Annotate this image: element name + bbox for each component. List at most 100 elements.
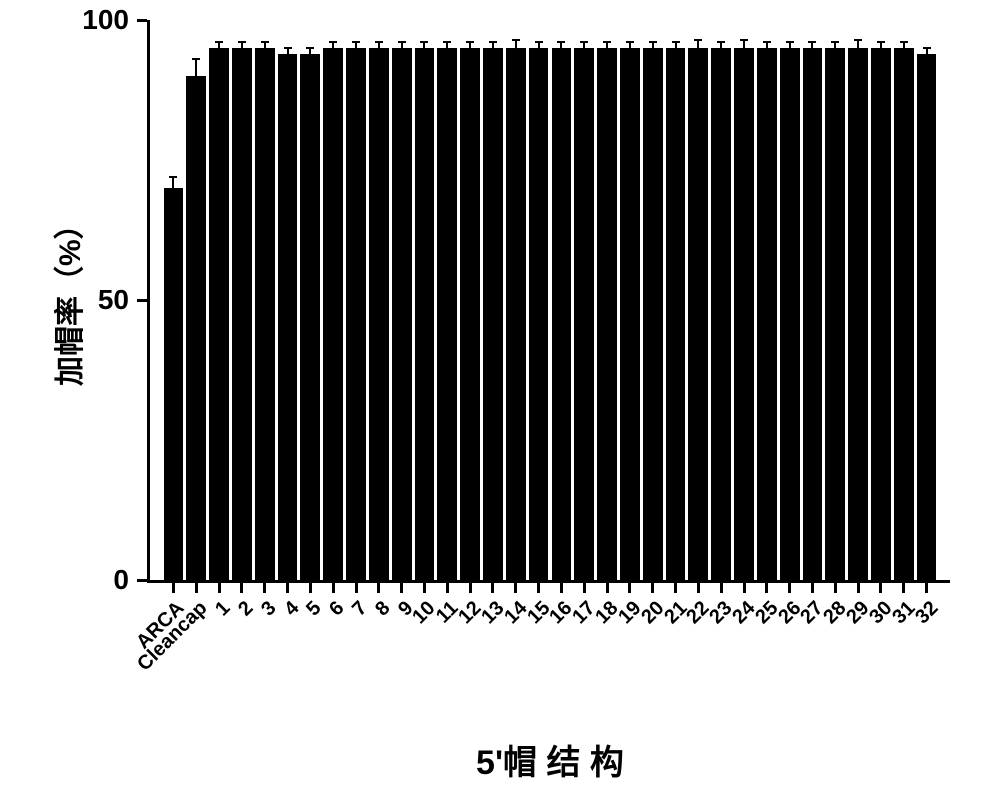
- x-tick: [628, 583, 631, 593]
- y-tick: [137, 19, 147, 22]
- error-bar: [172, 177, 174, 188]
- bar-4: [278, 54, 298, 580]
- error-bar: [743, 40, 745, 48]
- error-cap: [649, 41, 657, 43]
- x-tick: [765, 583, 768, 593]
- x-tick: [286, 583, 289, 593]
- bar-31: [894, 48, 914, 580]
- bar-7: [346, 48, 366, 580]
- error-cap: [192, 58, 200, 60]
- x-tick: [355, 583, 358, 593]
- error-cap: [923, 47, 931, 49]
- error-cap: [580, 41, 588, 43]
- bar-15: [529, 48, 549, 580]
- error-bar: [697, 40, 699, 48]
- x-tick: [811, 583, 814, 593]
- bar-22: [688, 48, 708, 580]
- error-bar: [195, 59, 197, 76]
- bar-25: [757, 48, 777, 580]
- x-tick: [879, 583, 882, 593]
- x-tick: [377, 583, 380, 593]
- error-cap: [466, 41, 474, 43]
- x-tick: [583, 583, 586, 593]
- error-cap: [557, 41, 565, 43]
- error-cap: [672, 41, 680, 43]
- bar-1: [209, 48, 229, 580]
- bar-19: [620, 48, 640, 580]
- y-tick-label: 100: [0, 4, 129, 36]
- error-cap: [786, 41, 794, 43]
- error-cap: [261, 41, 269, 43]
- error-cap: [329, 41, 337, 43]
- x-tick: [491, 583, 494, 593]
- bar-ARCA: [164, 188, 184, 580]
- bar-24: [734, 48, 754, 580]
- x-tick: [788, 583, 791, 593]
- x-tick: [446, 583, 449, 593]
- bar-16: [552, 48, 572, 580]
- x-tick: [172, 583, 175, 593]
- x-tick: [309, 583, 312, 593]
- bar-Cleancap: [186, 76, 206, 580]
- error-cap: [626, 41, 634, 43]
- error-cap: [443, 41, 451, 43]
- error-cap: [603, 41, 611, 43]
- y-axis: [147, 20, 150, 580]
- error-cap: [831, 41, 839, 43]
- x-tick: [925, 583, 928, 593]
- error-cap: [420, 41, 428, 43]
- error-cap: [352, 41, 360, 43]
- error-cap: [512, 39, 520, 41]
- bar-23: [711, 48, 731, 580]
- x-tick: [697, 583, 700, 593]
- bar-12: [460, 48, 480, 580]
- error-cap: [169, 176, 177, 178]
- error-bar: [857, 40, 859, 48]
- x-tick: [332, 583, 335, 593]
- x-tick: [400, 583, 403, 593]
- error-cap: [238, 41, 246, 43]
- error-cap: [763, 41, 771, 43]
- x-tick: [651, 583, 654, 593]
- x-tick: [514, 583, 517, 593]
- bar-32: [917, 54, 937, 580]
- bar-5: [300, 54, 320, 580]
- error-cap: [535, 41, 543, 43]
- bar-20: [643, 48, 663, 580]
- bar-26: [780, 48, 800, 580]
- bar-13: [483, 48, 503, 580]
- x-tick: [263, 583, 266, 593]
- bar-8: [369, 48, 389, 580]
- bar-chart: 加帽率（%） 5'帽 结 构 050100ARCACleancap1234567…: [0, 0, 1000, 795]
- x-tick: [834, 583, 837, 593]
- x-tick: [674, 583, 677, 593]
- y-tick: [137, 579, 147, 582]
- x-tick: [240, 583, 243, 593]
- x-tick: [743, 583, 746, 593]
- bar-3: [255, 48, 275, 580]
- bar-6: [323, 48, 343, 580]
- error-cap: [375, 41, 383, 43]
- x-tick: [537, 583, 540, 593]
- x-tick: [195, 583, 198, 593]
- y-tick: [137, 299, 147, 302]
- error-bar: [515, 40, 517, 48]
- bar-29: [848, 48, 868, 580]
- y-tick-label: 50: [0, 284, 129, 316]
- error-cap: [740, 39, 748, 41]
- x-axis: [147, 580, 950, 583]
- error-cap: [854, 39, 862, 41]
- error-cap: [717, 41, 725, 43]
- x-tick: [469, 583, 472, 593]
- x-tick: [218, 583, 221, 593]
- bar-17: [574, 48, 594, 580]
- x-tick: [560, 583, 563, 593]
- error-cap: [694, 39, 702, 41]
- bar-10: [415, 48, 435, 580]
- error-cap: [215, 41, 223, 43]
- error-cap: [900, 41, 908, 43]
- x-tick: [606, 583, 609, 593]
- bar-11: [437, 48, 457, 580]
- bar-2: [232, 48, 252, 580]
- bar-14: [506, 48, 526, 580]
